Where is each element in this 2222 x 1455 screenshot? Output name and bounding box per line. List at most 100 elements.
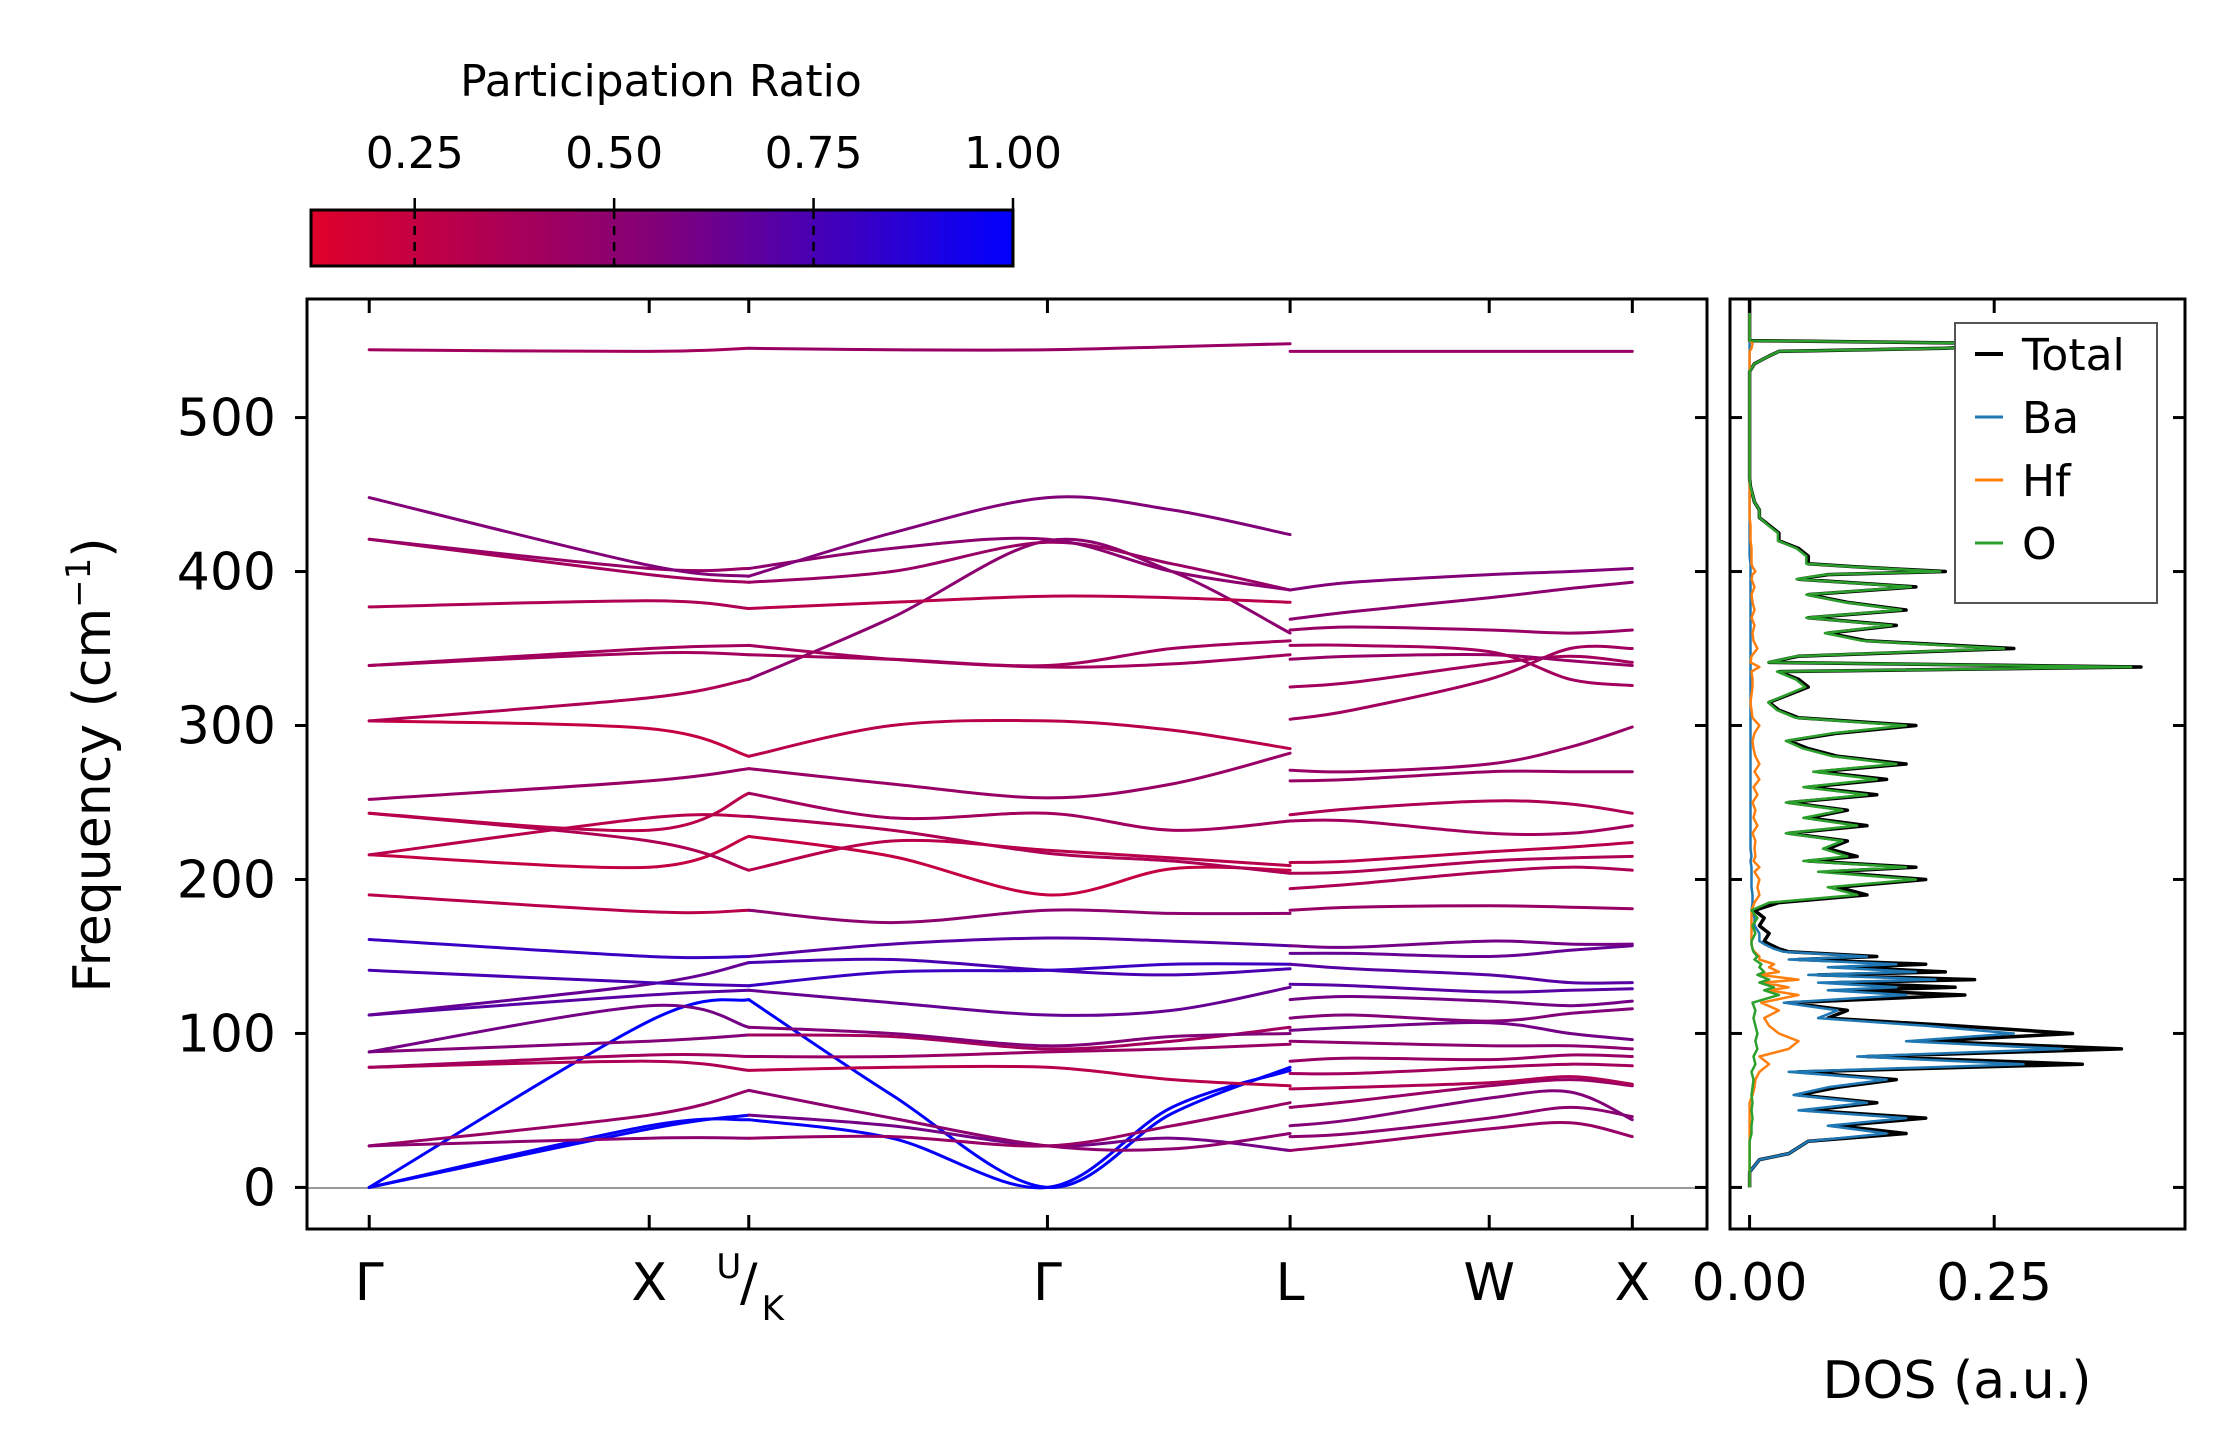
colorbar-ticks: 0.25 0.50 0.75 1.00 xyxy=(366,128,1062,266)
legend-label-total: Total xyxy=(2021,330,2125,381)
colorbar: Participation Ratio 0.25 0.50 0.75 1.00 xyxy=(309,56,1062,268)
phonon-band xyxy=(1288,580,1634,621)
y-tick-label: 500 xyxy=(177,389,276,449)
phonon-band xyxy=(367,651,751,667)
y-tick-label: 100 xyxy=(177,1004,276,1064)
phonon-band xyxy=(747,814,1292,875)
phonon-band xyxy=(367,813,751,857)
dos-x-tick-label: 0.25 xyxy=(1936,1253,2052,1313)
phonon-band xyxy=(1288,904,1634,912)
band-x-ticks: Γ X U/K Γ L W X xyxy=(355,299,1650,1329)
phonon-band xyxy=(367,998,751,1189)
phonon-band xyxy=(1288,567,1634,592)
y-tick-label: 0 xyxy=(243,1158,276,1218)
phonon-band xyxy=(367,988,751,1017)
phonon-band xyxy=(1288,841,1634,864)
kpoint-label: K xyxy=(762,1289,786,1329)
dos-x-ticks: 0.00 0.25 xyxy=(1692,299,2052,1313)
phonon-band xyxy=(367,346,751,353)
kpoint-label: X xyxy=(631,1253,667,1313)
y-label-superscript: −1 xyxy=(59,558,99,608)
phonon-band xyxy=(367,1136,751,1148)
colorbar-tick-label: 1.00 xyxy=(964,128,1062,179)
phonon-band xyxy=(1288,994,1634,1008)
kpoint-label: U xyxy=(716,1247,741,1287)
phonon-band xyxy=(367,968,751,988)
kpoint-label: Γ xyxy=(355,1253,384,1313)
phonon-band xyxy=(1288,1105,1634,1139)
phonon-band xyxy=(747,751,1292,800)
phonon-band xyxy=(747,495,1292,578)
phonon-band xyxy=(1288,1007,1634,1023)
phonon-band xyxy=(747,838,1292,872)
phonon-band xyxy=(747,962,1292,988)
colorbar-title: Participation Ratio xyxy=(460,56,862,107)
y-label-close: ) xyxy=(63,537,123,557)
phonon-band xyxy=(1288,769,1634,783)
phonon-band xyxy=(1288,854,1634,875)
phonon-band xyxy=(747,985,1292,1017)
phonon-band xyxy=(1288,1062,1634,1076)
phonon-band xyxy=(367,677,751,723)
legend-label-hf: Hf xyxy=(2022,456,2072,507)
phonon-band xyxy=(747,957,1292,977)
kpoint-label: X xyxy=(1615,1253,1651,1313)
phonon-band xyxy=(1288,799,1634,817)
phonon-band xyxy=(367,537,751,573)
phonon-band xyxy=(367,834,751,870)
phonon-band xyxy=(747,536,1292,592)
phonon-band xyxy=(367,1033,751,1054)
phonon-band xyxy=(1288,644,1634,721)
phonon-band xyxy=(747,342,1292,352)
phonon-band xyxy=(1288,1021,1634,1042)
colorbar-bar xyxy=(309,208,1015,268)
phonon-band xyxy=(1288,625,1634,635)
phonon-band xyxy=(747,1025,1292,1048)
dos-line-hf xyxy=(1748,299,1800,1188)
phonon-band xyxy=(1288,982,1634,994)
legend-label-o: O xyxy=(2022,519,2057,570)
phonon-band xyxy=(747,639,1292,668)
band-structure-panel: 0 100 200 300 400 500 Γ X U/K Γ L W X Frequency (cm… xyxy=(59,297,1709,1329)
legend-frame xyxy=(1954,322,2158,604)
phonon-band xyxy=(367,938,751,960)
phonon-band xyxy=(1288,962,1634,985)
legend-label-ba: Ba xyxy=(2022,393,2079,444)
phonon-band xyxy=(1288,652,1634,667)
dos-legend: Total Ba Hf O xyxy=(1954,322,2158,604)
y-tick-label: 300 xyxy=(177,697,276,757)
phonon-band xyxy=(367,1003,751,1054)
phonon-band xyxy=(747,936,1292,958)
phonon-band xyxy=(367,1113,751,1189)
phonon-band xyxy=(367,719,751,758)
phonon-band xyxy=(1288,1053,1634,1063)
colorbar-tick-label: 0.50 xyxy=(565,128,663,179)
dos-y-ticks xyxy=(1730,416,2185,1189)
y-tick-label: 200 xyxy=(177,850,276,910)
kpoint-label: Γ xyxy=(1033,1253,1062,1313)
band-axes-frame xyxy=(305,297,1709,1231)
phonon-band xyxy=(367,791,751,833)
band-y-ticks: 0 100 200 300 400 500 xyxy=(177,389,1707,1218)
phonon-band xyxy=(1288,1078,1634,1109)
phonon-band xyxy=(747,1068,1292,1190)
phonon-band xyxy=(747,834,1292,897)
phonon-band xyxy=(1288,1089,1634,1128)
legend-items: Total Ba Hf O xyxy=(1975,330,2125,570)
dos-panel: 0.00 0.25 DOS (a.u.) Total Ba Hf O xyxy=(1692,297,2187,1411)
phonon-band xyxy=(1288,1075,1634,1091)
phonon-band xyxy=(367,1088,751,1148)
dos-line-ba xyxy=(1748,299,2064,1188)
kpoint-label-slash: / xyxy=(740,1253,758,1313)
phonon-band xyxy=(1288,1039,1634,1051)
phonon-band xyxy=(747,791,1292,832)
dos-x-axis-label: DOS (a.u.) xyxy=(1823,1351,2092,1411)
phonon-band xyxy=(367,496,751,578)
kpoint-label: W xyxy=(1464,1253,1515,1313)
phonon-band xyxy=(747,1064,1292,1088)
phonon-band xyxy=(747,594,1292,610)
band-y-axis-label: Frequency (cm−1) xyxy=(59,537,123,992)
phonon-band xyxy=(1288,944,1634,959)
phonon-band xyxy=(1288,1121,1634,1152)
